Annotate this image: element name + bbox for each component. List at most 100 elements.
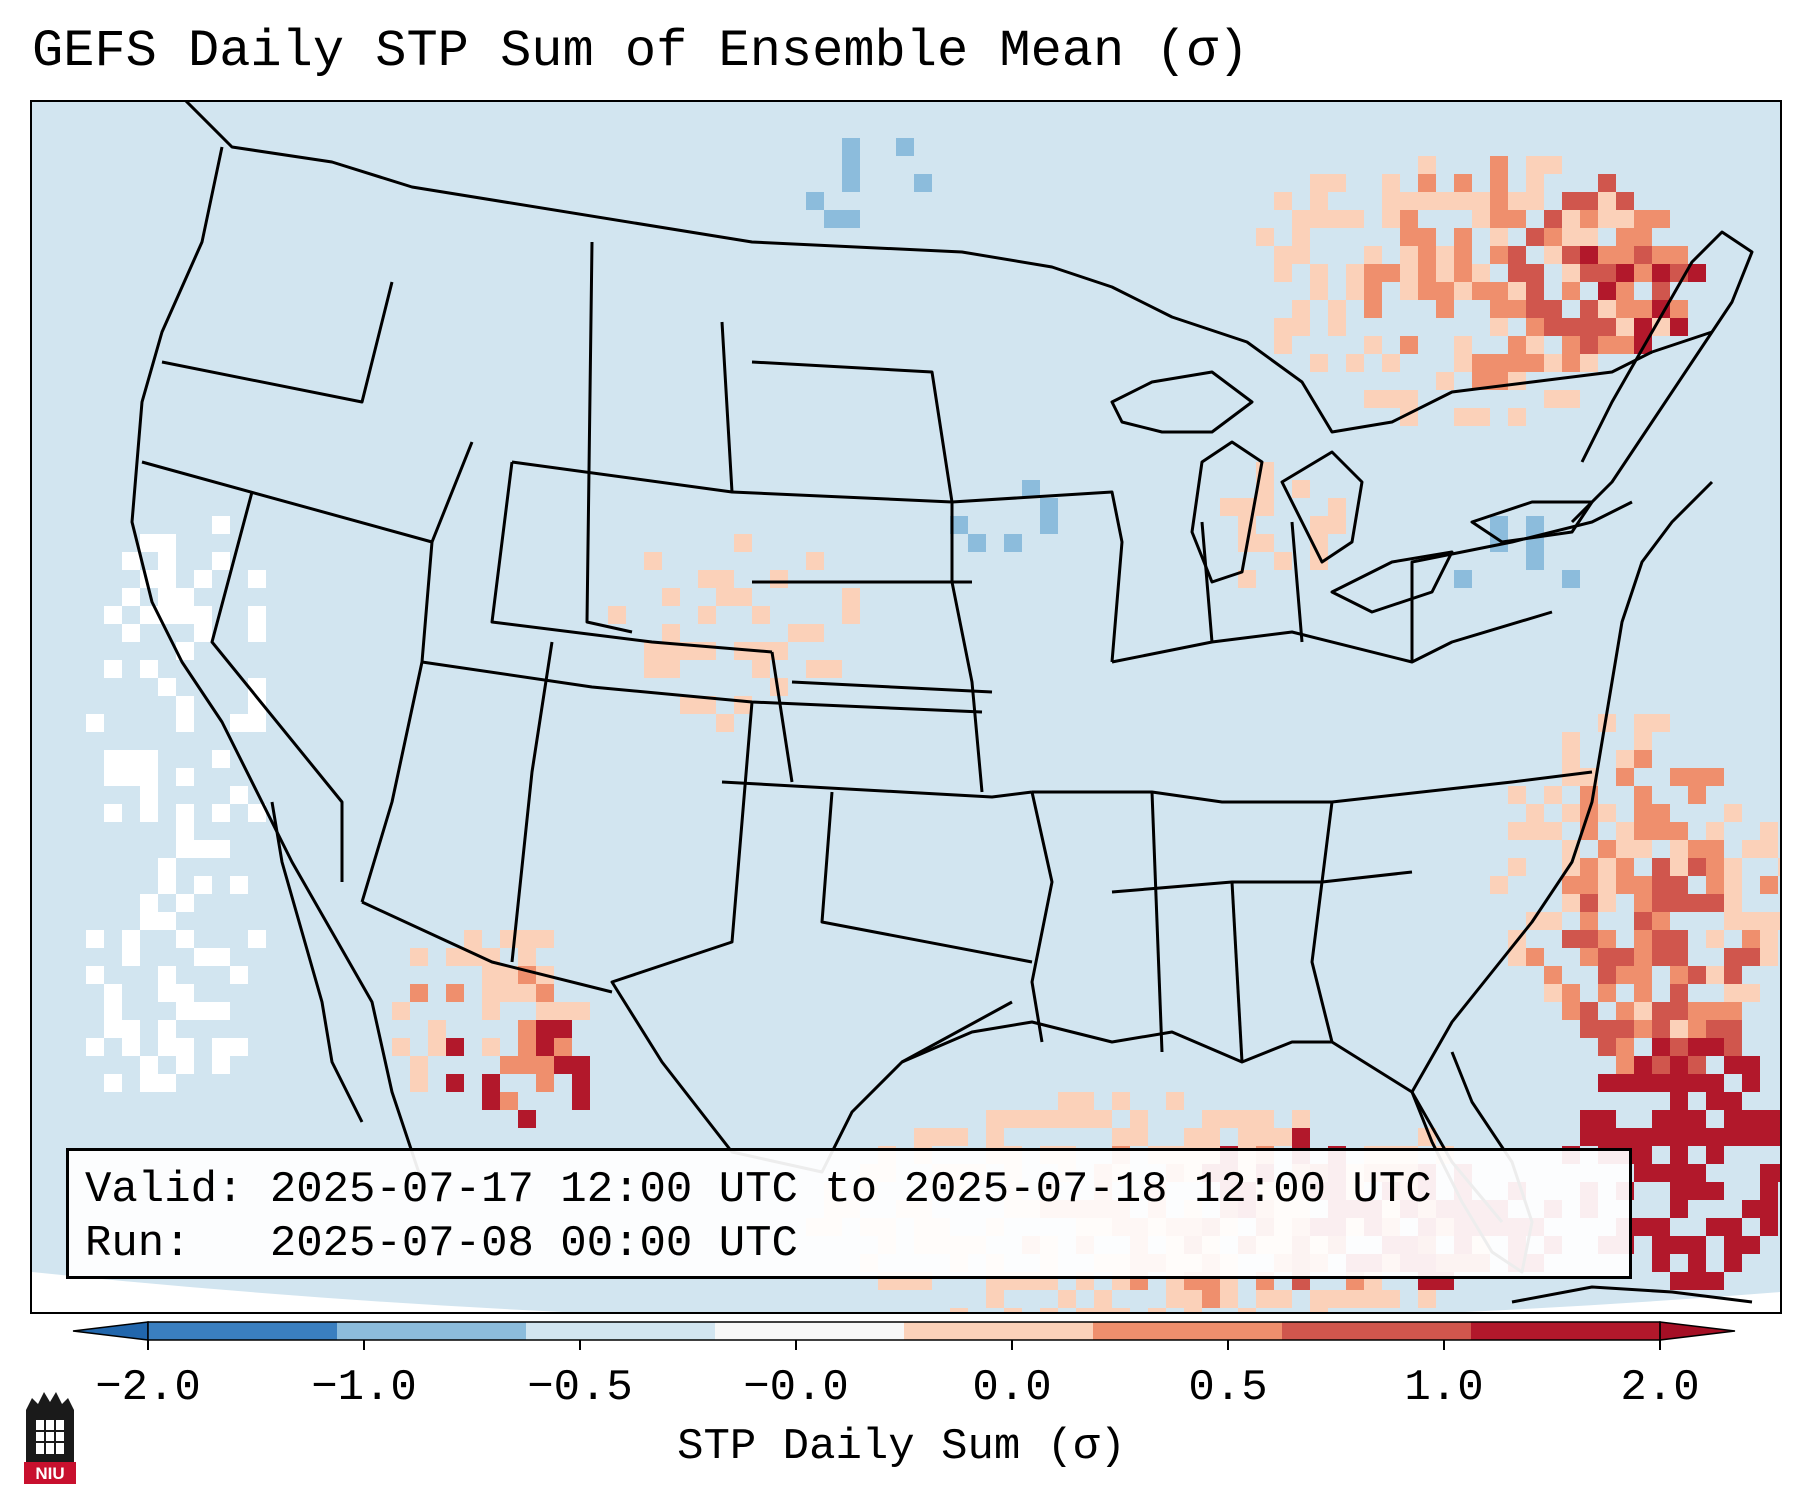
anomaly-cell-low xyxy=(1238,1308,1256,1312)
neutral-cell xyxy=(158,552,176,570)
anomaly-cell-mid xyxy=(1706,840,1724,858)
anomaly-cell-low xyxy=(1724,804,1742,822)
anomaly-cell-low xyxy=(1292,228,1310,246)
anomaly-cell-extreme xyxy=(1742,1128,1760,1146)
anomaly-cell-low xyxy=(1220,1110,1238,1128)
anomaly-cell-low xyxy=(788,624,806,642)
neutral-cell xyxy=(104,804,122,822)
anomaly-cell-high xyxy=(1508,246,1526,264)
anomaly-cell-low xyxy=(1256,228,1274,246)
anomaly-cell-low xyxy=(1580,354,1598,372)
anomaly-cell-mid xyxy=(518,1038,536,1056)
colorbar-segment xyxy=(904,1322,1094,1340)
anomaly-cell-low xyxy=(1634,840,1652,858)
anomaly-cell-low xyxy=(1562,894,1580,912)
anomaly-cell-low xyxy=(716,570,734,588)
anomaly-cell-low xyxy=(1706,930,1724,948)
anomaly-cell-low xyxy=(1436,246,1454,264)
anomaly-cell-extreme xyxy=(1724,1218,1742,1236)
anomaly-cell-extreme xyxy=(1634,1128,1652,1146)
anomaly-cell-mid xyxy=(1418,264,1436,282)
neutral-cell xyxy=(248,804,266,822)
anomaly-cell-low xyxy=(1544,390,1562,408)
anomaly-cell-low xyxy=(950,1308,968,1312)
anomaly-cell-mid xyxy=(1436,282,1454,300)
anomaly-cell-low xyxy=(1508,786,1526,804)
anomaly-cell-mid xyxy=(1724,1002,1742,1020)
anomaly-cell-mid xyxy=(1652,210,1670,228)
anomaly-cell-mid xyxy=(1580,858,1598,876)
anomaly-cell-low xyxy=(1022,1110,1040,1128)
anomaly-cell-low xyxy=(1634,732,1652,750)
anomaly-cell-mid xyxy=(1418,246,1436,264)
anomaly-cell-low xyxy=(644,552,662,570)
neutral-cell xyxy=(122,552,140,570)
anomaly-cell-low xyxy=(1256,498,1274,516)
anomaly-cell-high xyxy=(1652,282,1670,300)
anomaly-cell-mid xyxy=(1400,228,1418,246)
anomaly-cell-mid xyxy=(1400,336,1418,354)
anomaly-cell-mid xyxy=(1688,1002,1706,1020)
anomaly-cell-low xyxy=(554,1002,572,1020)
anomaly-cell-low xyxy=(1562,732,1580,750)
anomaly-cell-extreme xyxy=(1670,1146,1688,1164)
valid-label: Valid: xyxy=(85,1165,244,1215)
anomaly-cell-extreme xyxy=(1760,1128,1778,1146)
anomaly-cell-extreme xyxy=(1670,1182,1688,1200)
anomaly-cell-extreme xyxy=(536,1020,554,1038)
anomaly-cell-mid xyxy=(1616,966,1634,984)
run-row: Run: 2025-07-08 00:00 UTC xyxy=(85,1217,1629,1271)
anomaly-cell-extreme xyxy=(1670,1200,1688,1218)
anomaly-cell-low xyxy=(1526,192,1544,210)
neutral-cell xyxy=(158,678,176,696)
anomaly-cell-extreme xyxy=(1706,1038,1724,1056)
anomaly-cell-mid xyxy=(1580,912,1598,930)
anomaly-cell-mid xyxy=(1634,228,1652,246)
anomaly-cell-low xyxy=(1616,210,1634,228)
negative-cell xyxy=(950,516,968,534)
anomaly-cell-low xyxy=(1346,282,1364,300)
anomaly-cell-low xyxy=(446,948,464,966)
neutral-cell xyxy=(86,1038,104,1056)
anomaly-cell-mid xyxy=(1508,354,1526,372)
anomaly-cell-low xyxy=(1364,1290,1382,1308)
negative-cell xyxy=(1526,516,1544,534)
neutral-cell xyxy=(248,624,266,642)
anomaly-cell-low xyxy=(1328,318,1346,336)
anomaly-cell-low xyxy=(698,570,716,588)
anomaly-cell-low xyxy=(806,552,824,570)
neutral-cell xyxy=(176,930,194,948)
anomaly-cell-high xyxy=(1598,966,1616,984)
neutral-cell xyxy=(230,876,248,894)
anomaly-cell-high xyxy=(1562,318,1580,336)
neutral-cell xyxy=(158,570,176,588)
anomaly-cell-mid xyxy=(1580,876,1598,894)
logo-text: NIU xyxy=(35,1464,64,1483)
anomaly-cell-extreme xyxy=(1688,1236,1706,1254)
neutral-cell xyxy=(86,966,104,984)
anomaly-cell-low xyxy=(464,930,482,948)
colorbar-segment xyxy=(1093,1322,1283,1340)
anomaly-cell-mid xyxy=(1580,948,1598,966)
neutral-cell xyxy=(212,552,230,570)
neutral-cell xyxy=(158,534,176,552)
anomaly-cell-mid xyxy=(1670,246,1688,264)
anomaly-cell-low xyxy=(1256,1110,1274,1128)
anomaly-cell-mid xyxy=(1760,876,1778,894)
anomaly-cell-extreme xyxy=(1724,1128,1742,1146)
neutral-cell xyxy=(212,1056,230,1074)
anomaly-cell-mid xyxy=(1706,768,1724,786)
anomaly-cell-high xyxy=(1598,948,1616,966)
anomaly-cell-mid xyxy=(1526,354,1544,372)
anomaly-cell-low xyxy=(644,660,662,678)
anomaly-cell-low xyxy=(698,696,716,714)
anomaly-cell-low xyxy=(1598,876,1616,894)
anomaly-cell-low xyxy=(1040,1110,1058,1128)
anomaly-cell-low xyxy=(1526,336,1544,354)
anomaly-cell-low xyxy=(1346,1290,1364,1308)
anomaly-cell-low xyxy=(1274,192,1292,210)
anomaly-cell-low xyxy=(1238,1110,1256,1128)
anomaly-cell-low xyxy=(1310,174,1328,192)
anomaly-cell-low xyxy=(1778,912,1780,930)
neutral-cell xyxy=(140,768,158,786)
